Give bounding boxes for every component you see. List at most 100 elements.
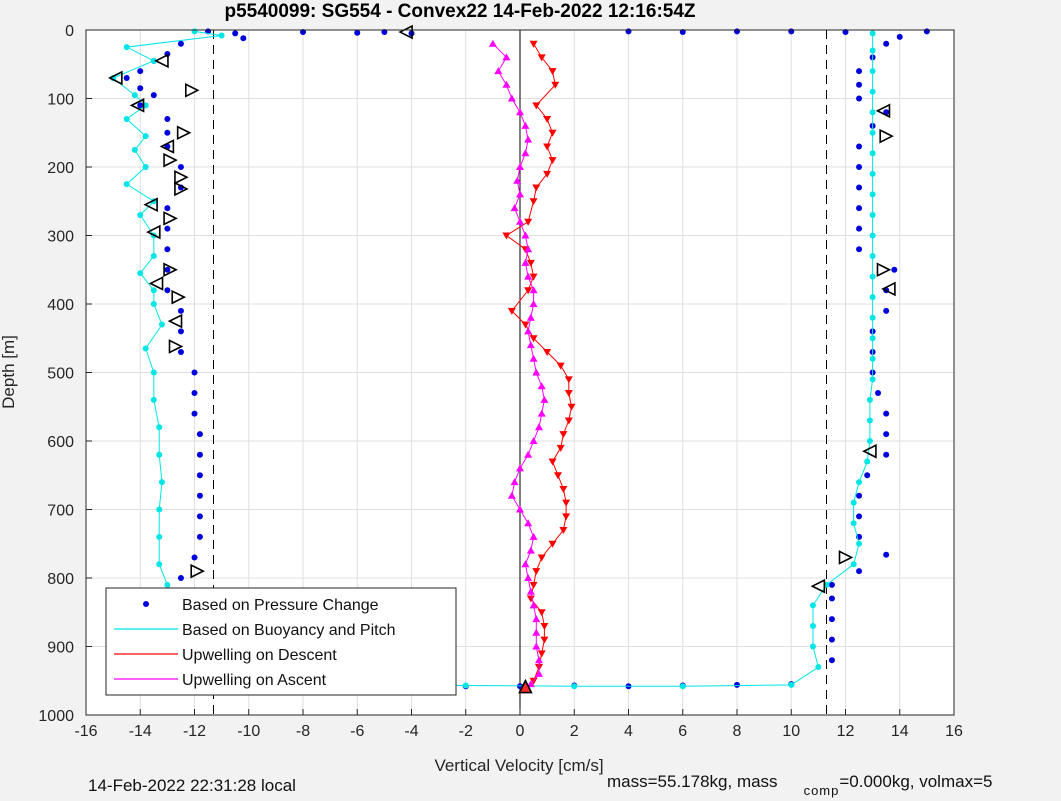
series-line <box>505 43 573 681</box>
mass-info: mass=55.178kg, mass comp=0.000kg, volmax=… <box>607 772 993 798</box>
data-point <box>494 67 503 75</box>
data-point <box>809 602 816 609</box>
data-point <box>516 217 524 225</box>
data-point <box>526 341 535 349</box>
data-point <box>524 218 533 226</box>
x-tick-label: 2 <box>570 723 579 740</box>
data-point <box>556 444 565 452</box>
data-point <box>529 273 538 281</box>
data-point <box>869 253 876 260</box>
y-tick-label: 900 <box>47 640 74 657</box>
data-point <box>788 28 795 35</box>
data-point <box>537 409 546 417</box>
marker-triangle <box>810 578 826 594</box>
data-point <box>507 307 516 315</box>
data-point <box>131 92 138 99</box>
data-point <box>177 40 184 47</box>
data-point <box>156 561 163 568</box>
y-tick-label: 800 <box>47 571 74 588</box>
data-point <box>191 410 198 417</box>
data-point <box>734 28 740 35</box>
data-point <box>534 423 543 431</box>
series-2 <box>502 40 576 685</box>
data-point <box>164 246 171 253</box>
legend-label: Upwelling on Ascent <box>182 672 327 689</box>
axis-ticks: -16 -14 -12 -10 -8 -6 -4 -2 0 2 4 6 8 10 12 14 16 0 100 200… <box>38 23 963 740</box>
data-point <box>896 33 903 40</box>
data-point <box>562 499 571 507</box>
data-point <box>869 376 876 383</box>
mass-text: mass=55.178kg, mass <box>607 772 778 791</box>
data-point <box>524 519 533 527</box>
data-point <box>556 362 565 370</box>
data-point <box>164 116 171 123</box>
data-point <box>524 327 533 335</box>
data-point <box>521 560 530 568</box>
data-point <box>516 505 524 513</box>
data-point <box>156 533 163 540</box>
data-point <box>502 53 511 61</box>
y-tick-label: 300 <box>47 229 74 246</box>
legend-label: Based on Pressure Change <box>182 597 379 614</box>
data-point <box>869 335 876 342</box>
legend-swatch <box>143 601 149 607</box>
data-point <box>548 68 557 76</box>
data-point <box>869 211 876 218</box>
marker-triangle <box>159 139 175 154</box>
data-point <box>869 355 876 362</box>
data-point <box>828 636 835 643</box>
marker-triangle <box>398 24 413 40</box>
data-point <box>856 513 863 520</box>
data-point <box>548 540 557 548</box>
series-layer <box>110 28 930 690</box>
x-tick-label: -10 <box>237 723 260 740</box>
data-point <box>532 102 541 110</box>
data-point <box>462 682 469 689</box>
data-point <box>828 616 835 623</box>
data-point <box>156 451 163 458</box>
data-point <box>150 396 157 403</box>
data-point <box>828 581 835 588</box>
data-point <box>526 680 535 688</box>
marker-triangle <box>163 262 178 278</box>
data-point <box>679 29 686 36</box>
data-point <box>131 146 138 153</box>
data-point <box>137 85 144 92</box>
data-point <box>191 390 198 397</box>
data-point <box>521 149 530 157</box>
data-point <box>809 643 816 650</box>
data-point <box>559 431 568 439</box>
data-point <box>856 164 863 170</box>
data-point <box>529 532 538 540</box>
data-point <box>532 184 541 192</box>
x-tick-label: 12 <box>837 723 855 740</box>
data-point <box>564 417 573 425</box>
data-point <box>164 225 171 232</box>
mass-comp-text: =0.000kg, volmax=5 <box>839 772 993 791</box>
data-point <box>507 94 516 102</box>
marker-triangle <box>108 70 123 86</box>
data-point <box>562 513 571 521</box>
data-point <box>137 270 144 277</box>
y-tick-label: 1000 <box>38 708 74 725</box>
data-point <box>524 272 533 280</box>
data-point <box>529 581 538 589</box>
data-point <box>510 204 519 212</box>
data-point <box>164 205 171 212</box>
data-point <box>191 369 198 376</box>
data-point <box>809 622 816 629</box>
data-point <box>548 129 557 137</box>
data-point <box>164 287 171 294</box>
marker-triangle <box>174 181 189 197</box>
data-point <box>548 458 557 466</box>
data-point <box>869 150 876 157</box>
data-point <box>543 116 552 124</box>
data-point <box>156 424 163 431</box>
data-point <box>232 30 239 37</box>
data-point <box>196 431 203 438</box>
x-tick-label: -8 <box>296 723 310 740</box>
x-tick-label: 0 <box>516 723 525 740</box>
data-point <box>526 259 535 267</box>
data-point <box>196 472 203 479</box>
